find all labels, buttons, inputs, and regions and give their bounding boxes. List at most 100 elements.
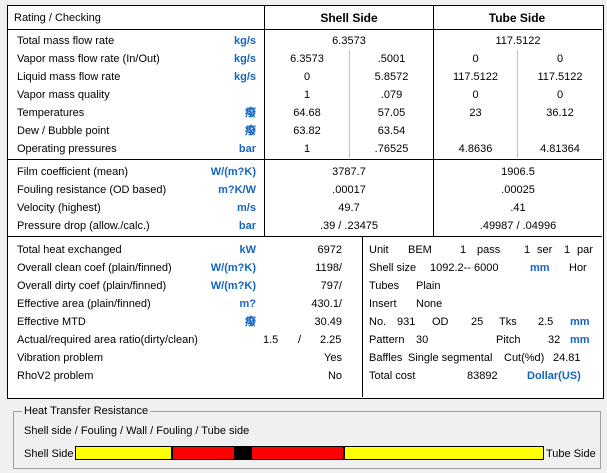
divider-header: [8, 29, 602, 30]
row-label: Dew / Bubble point: [17, 125, 110, 137]
tube-out-value: 4.81364: [540, 143, 580, 155]
row-label: Film coefficient (mean): [17, 166, 129, 178]
row-value: 1198/: [315, 262, 342, 274]
row-unit: m/s: [237, 202, 256, 214]
tube-od-value: 25: [471, 316, 484, 328]
row-value-sep: /: [298, 334, 302, 346]
row-unit: W/(m?K): [210, 280, 256, 292]
shell-value: 6.3573: [332, 35, 366, 47]
row-unit: kg/s: [233, 53, 256, 65]
row-label: Effective area (plain/finned): [17, 298, 151, 310]
row-label: Vapor mass flow rate (In/Out): [17, 53, 160, 65]
resistance-segment-shell: [75, 446, 172, 460]
resistance-group: [13, 411, 601, 469]
insert-label: Insert: [369, 298, 397, 310]
shell-in-value: 0: [303, 71, 311, 83]
resistance-group-title: Heat Transfer Resistance: [22, 405, 151, 418]
total-cost-unit: Dollar(US): [527, 370, 581, 382]
unit-label: Unit: [369, 244, 389, 256]
shell-size-value: 1092.2-- 6000: [430, 262, 499, 274]
row-label: Total mass flow rate: [17, 35, 115, 47]
shell-value: 49.7: [338, 202, 360, 214]
tube-in-value: 117.5122: [452, 71, 499, 83]
tube-out-value: 36.12: [546, 107, 574, 119]
baffles-label: Baffles: [369, 352, 403, 364]
resistance-subtitle: Shell side / Fouling / Wall / Fouling / …: [24, 425, 250, 437]
results-panel: [7, 5, 604, 399]
shell-out-value: .079: [380, 89, 403, 101]
unit-ser-count: 1: [524, 244, 531, 256]
row-label: Temperatures: [17, 107, 85, 119]
tube-value: 117.5122: [495, 35, 541, 47]
row-unit: W/(m?K): [210, 166, 256, 178]
row-label: RhoV2 problem: [17, 370, 94, 382]
shell-in-value: 1: [303, 143, 311, 155]
resistance-segment-tube: [344, 446, 544, 460]
shell-size-label: Shell size: [369, 262, 417, 274]
shell-orientation: Hor: [569, 262, 587, 274]
row-unit: kW: [239, 244, 257, 256]
panel-title: Rating / Checking: [14, 12, 101, 24]
resistance-segment-fouling-shell: [172, 446, 235, 460]
resistance-segment-fouling-tube: [251, 446, 344, 460]
tube-value: 1906.5: [501, 166, 535, 178]
shell-size-unit: mm: [530, 262, 550, 274]
unit-pass-count: 1: [460, 244, 467, 256]
tube-inout-divider: [517, 50, 518, 158]
row-unit: m?: [239, 298, 257, 310]
baffle-cut-value: 24.81: [553, 352, 581, 364]
shell-side-header: Shell Side: [320, 11, 378, 25]
row-label: Total heat exchanged: [17, 244, 122, 256]
shell-out-value: 5.8572: [374, 71, 409, 83]
row-label: Actual/required area ratio(dirty/clean): [17, 334, 198, 346]
shell-in-value: 64.68: [293, 107, 321, 119]
tube-value: .00025: [501, 184, 535, 196]
resistance-right-label: Tube Side: [546, 448, 596, 460]
shell-in-value: 1: [303, 89, 311, 101]
tube-dim-unit: mm: [570, 316, 590, 328]
tube-tks-value: 2.5: [538, 316, 554, 328]
shell-in-value: 6.3573: [290, 53, 324, 65]
tube-in-value: 0: [472, 53, 479, 65]
pattern-label: Pattern: [369, 334, 405, 346]
shell-value: .39 / .23475: [319, 220, 379, 232]
divider-vertical-right: [433, 6, 434, 237]
row-unit: kg/s: [233, 71, 256, 83]
row-value: Yes: [324, 352, 342, 364]
total-cost-value: 83892: [467, 370, 498, 382]
total-cost-label: Total cost: [369, 370, 416, 382]
divider-vertical-left: [264, 6, 265, 237]
row-label: Overall dirty coef (plain/finned): [17, 280, 167, 292]
row-label: Effective MTD: [17, 316, 86, 328]
shell-out-value: .5001: [377, 53, 406, 65]
tube-tks-label: Tks: [499, 316, 517, 328]
row-unit: W/(m?K): [210, 262, 256, 274]
unit-type: BEM: [408, 244, 432, 256]
row-value: No: [327, 370, 342, 382]
tube-in-value: 0: [472, 89, 479, 101]
divider-2: [8, 236, 602, 237]
baffle-cut-label: Cut(%d): [504, 352, 545, 364]
row-label: Vibration problem: [17, 352, 104, 364]
row-unit: m?K/W: [218, 184, 256, 196]
tube-out-value: 0: [556, 53, 564, 65]
divider-vertical-bottom: [362, 237, 363, 397]
tubes-value: Plain: [416, 280, 441, 292]
unit-pass-label: pass: [477, 244, 501, 256]
row-value: 6972: [317, 244, 342, 256]
shell-value: 3787.7: [332, 166, 366, 178]
tube-side-header: Tube Side: [488, 11, 546, 25]
row-label: Fouling resistance (OD based): [17, 184, 167, 196]
row-unit: 癈: [245, 107, 256, 119]
row-unit: 癈: [245, 316, 256, 328]
row-unit: bar: [238, 220, 256, 232]
shell-out-value: 63.54: [377, 125, 406, 137]
pattern-value: 30: [416, 334, 429, 346]
shell-out-value: .76525: [374, 143, 409, 155]
row-value-b: 2.25: [320, 334, 342, 346]
tube-in-value: 23: [469, 107, 482, 119]
row-label: Operating pressures: [17, 143, 117, 155]
row-unit: kg/s: [233, 35, 256, 47]
tube-no-value: 931: [397, 316, 416, 328]
pitch-value: 32: [548, 334, 561, 346]
